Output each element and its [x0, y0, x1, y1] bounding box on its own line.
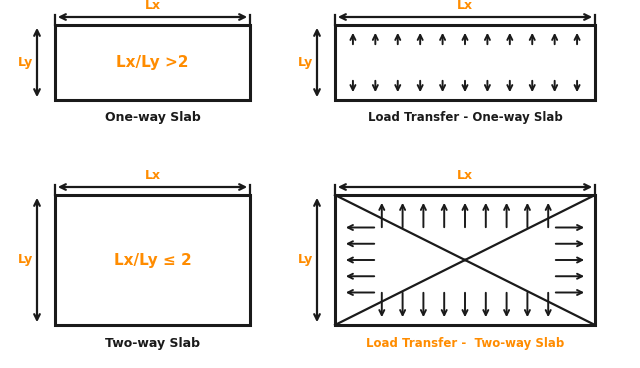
Text: Lx: Lx [457, 0, 473, 12]
Text: Lx: Lx [457, 169, 473, 182]
Text: Ly: Ly [298, 254, 313, 266]
Text: Load Transfer -  Two-way Slab: Load Transfer - Two-way Slab [366, 336, 564, 350]
Text: Lx/Ly ≤ 2: Lx/Ly ≤ 2 [114, 252, 191, 268]
Text: Ly: Ly [298, 56, 313, 69]
Text: Lx: Lx [145, 169, 161, 182]
Text: Load Transfer - One-way Slab: Load Transfer - One-way Slab [367, 112, 563, 124]
Text: Two-way Slab: Two-way Slab [105, 336, 200, 350]
Bar [335, 25, 595, 100]
Bar [55, 25, 250, 100]
Text: One-way Slab: One-way Slab [104, 112, 200, 124]
Text: Lx: Lx [145, 0, 161, 12]
Text: Ly: Ly [18, 254, 33, 266]
Text: Lx/Ly >2: Lx/Ly >2 [116, 55, 189, 70]
Text: Ly: Ly [18, 56, 33, 69]
Bar [335, 195, 595, 325]
Bar [55, 195, 250, 325]
